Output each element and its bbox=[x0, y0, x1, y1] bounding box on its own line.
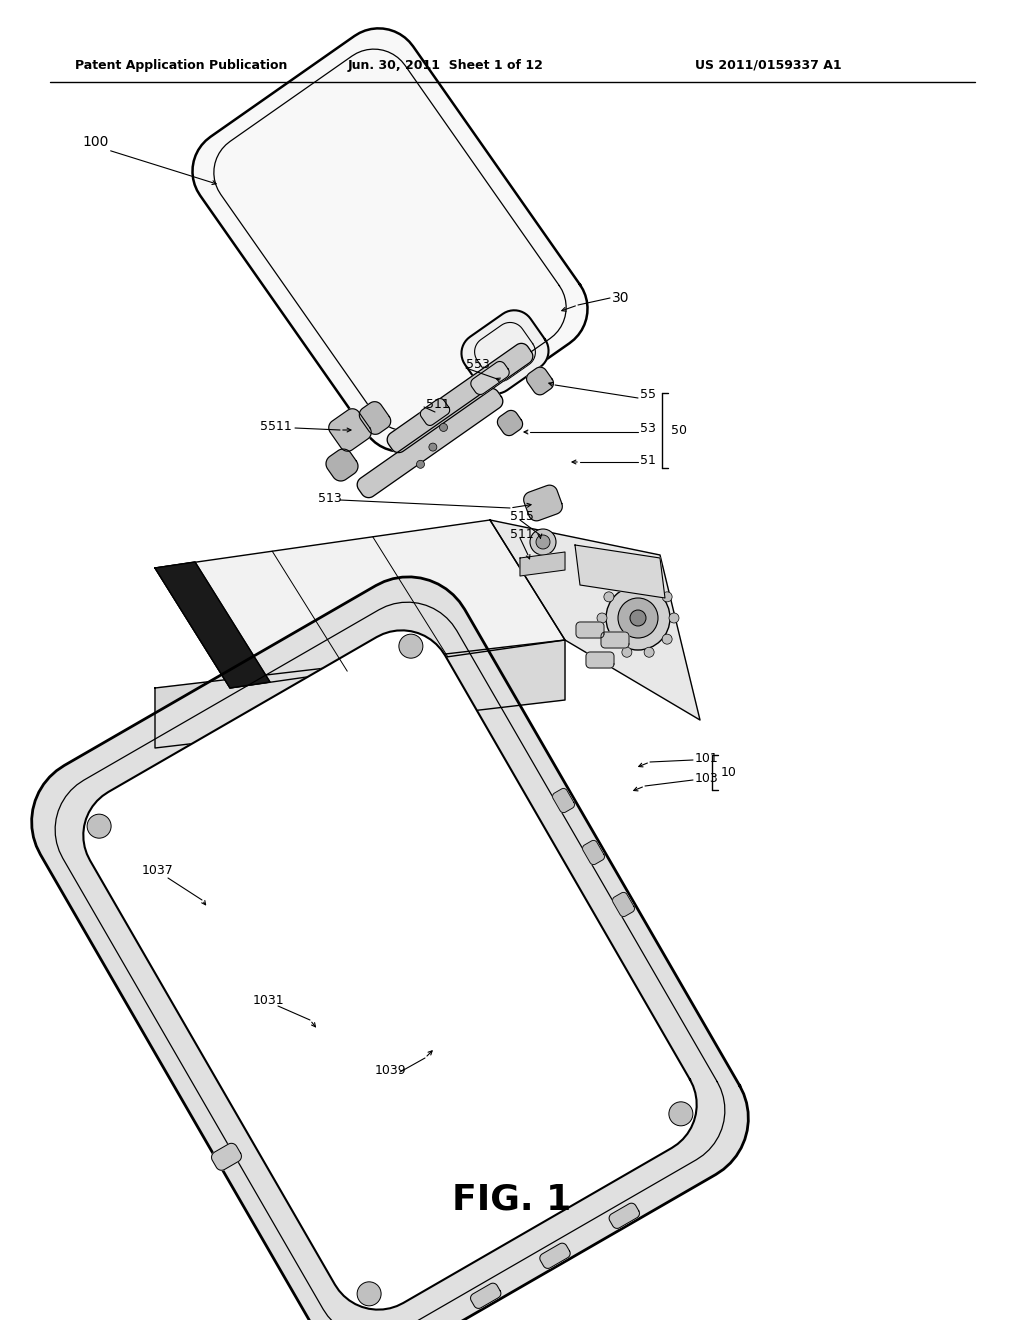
Polygon shape bbox=[462, 310, 549, 393]
Circle shape bbox=[663, 591, 672, 602]
Circle shape bbox=[536, 535, 550, 549]
Text: 55: 55 bbox=[640, 388, 656, 401]
Polygon shape bbox=[498, 411, 522, 436]
Text: 101: 101 bbox=[695, 751, 719, 764]
Polygon shape bbox=[609, 1204, 639, 1229]
Polygon shape bbox=[523, 486, 562, 521]
Circle shape bbox=[644, 647, 654, 657]
Polygon shape bbox=[490, 520, 700, 719]
Text: 1037: 1037 bbox=[142, 863, 174, 876]
Polygon shape bbox=[32, 577, 749, 1320]
Text: 100: 100 bbox=[82, 135, 109, 149]
Circle shape bbox=[530, 529, 556, 554]
Text: 10: 10 bbox=[721, 766, 737, 779]
Polygon shape bbox=[155, 520, 565, 688]
Polygon shape bbox=[471, 1283, 501, 1308]
Circle shape bbox=[618, 598, 658, 638]
Text: 553: 553 bbox=[466, 359, 489, 371]
Circle shape bbox=[669, 1102, 693, 1126]
Polygon shape bbox=[575, 545, 665, 598]
Polygon shape bbox=[155, 562, 270, 688]
Circle shape bbox=[399, 634, 423, 659]
Polygon shape bbox=[326, 449, 358, 480]
Polygon shape bbox=[553, 788, 574, 813]
Text: 1031: 1031 bbox=[252, 994, 284, 1006]
Text: 103: 103 bbox=[695, 771, 719, 784]
Polygon shape bbox=[526, 367, 553, 395]
Circle shape bbox=[663, 634, 672, 644]
Text: 50: 50 bbox=[671, 424, 687, 437]
Circle shape bbox=[669, 612, 679, 623]
Polygon shape bbox=[601, 632, 629, 648]
Text: 511: 511 bbox=[510, 528, 534, 541]
Text: FIG. 1: FIG. 1 bbox=[453, 1183, 571, 1217]
Polygon shape bbox=[212, 1143, 242, 1171]
Circle shape bbox=[604, 634, 613, 644]
Circle shape bbox=[87, 814, 112, 838]
Text: Jun. 30, 2011  Sheet 1 of 12: Jun. 30, 2011 Sheet 1 of 12 bbox=[348, 58, 544, 71]
Text: 5511: 5511 bbox=[260, 421, 292, 433]
Circle shape bbox=[357, 1282, 381, 1305]
Circle shape bbox=[597, 612, 607, 623]
Text: Patent Application Publication: Patent Application Publication bbox=[75, 58, 288, 71]
Circle shape bbox=[604, 591, 613, 602]
Text: 30: 30 bbox=[612, 290, 630, 305]
Circle shape bbox=[644, 578, 654, 589]
Polygon shape bbox=[583, 841, 604, 865]
Polygon shape bbox=[540, 1243, 570, 1269]
Polygon shape bbox=[155, 640, 565, 748]
Polygon shape bbox=[83, 631, 696, 1309]
Circle shape bbox=[429, 444, 437, 451]
Circle shape bbox=[439, 424, 447, 432]
Text: 513: 513 bbox=[318, 491, 342, 504]
Circle shape bbox=[606, 586, 670, 649]
Polygon shape bbox=[471, 362, 509, 395]
Text: 53: 53 bbox=[640, 421, 656, 434]
Polygon shape bbox=[357, 388, 503, 498]
Polygon shape bbox=[420, 399, 450, 425]
Polygon shape bbox=[359, 401, 391, 434]
Text: 51: 51 bbox=[640, 454, 656, 466]
Polygon shape bbox=[329, 409, 372, 451]
Text: 515: 515 bbox=[510, 511, 534, 524]
Text: 1039: 1039 bbox=[374, 1064, 406, 1077]
Circle shape bbox=[417, 461, 425, 469]
Polygon shape bbox=[575, 622, 604, 638]
Text: 511: 511 bbox=[426, 399, 450, 412]
Polygon shape bbox=[586, 652, 614, 668]
Polygon shape bbox=[612, 892, 635, 916]
Circle shape bbox=[630, 610, 646, 626]
Polygon shape bbox=[520, 552, 565, 576]
Polygon shape bbox=[387, 343, 532, 453]
Circle shape bbox=[622, 647, 632, 657]
Text: US 2011/0159337 A1: US 2011/0159337 A1 bbox=[695, 58, 842, 71]
Polygon shape bbox=[193, 28, 588, 451]
Circle shape bbox=[622, 578, 632, 589]
